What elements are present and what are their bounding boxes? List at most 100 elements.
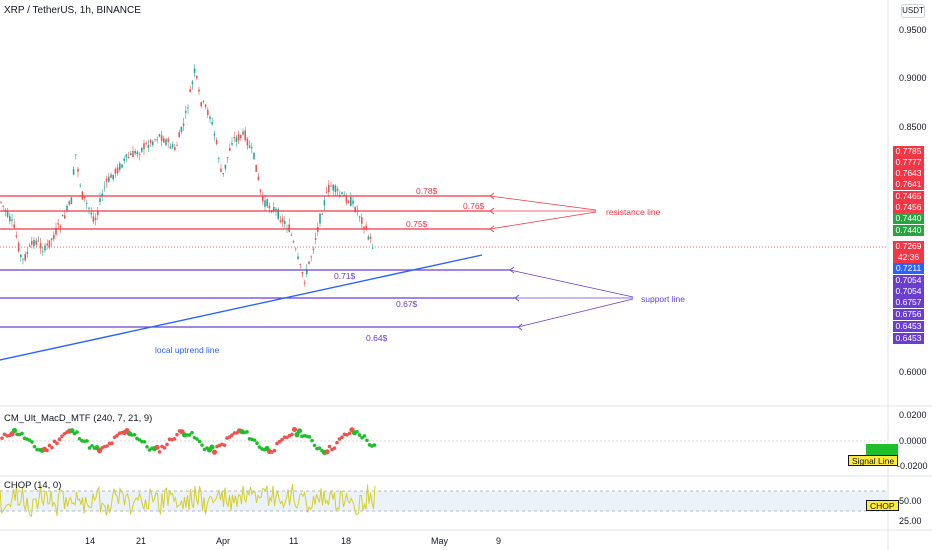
candle-body [273,207,275,211]
candle-body [200,102,202,107]
candle-body [257,176,260,181]
price-tag: 0.7054 [893,286,924,297]
price-tag: 0.7641 [893,179,924,190]
candle-body [33,239,35,247]
candle-body [13,224,15,228]
macd-point [290,432,294,437]
candle-body [251,147,253,149]
macd-point [147,448,152,452]
macd-point [280,437,284,442]
candle-body [141,147,143,152]
resistance-price-label: 0.78$ [416,186,438,196]
candle-body [53,234,55,240]
macd-point [197,439,202,444]
candle-body [112,174,114,180]
candle-body [345,195,348,203]
candle-body [209,116,211,119]
candle-body [279,220,282,223]
candle-body [42,251,44,253]
candle-body [297,256,299,259]
candle-body [365,225,367,229]
support-arrowhead-3 [517,323,523,331]
candle-body [99,198,101,202]
macd-point [187,433,192,437]
candle-body [22,258,24,260]
candle-body [350,197,352,206]
candle-body [92,216,95,222]
candle-body [61,214,64,217]
candle-body [218,157,220,159]
macd-point [75,430,79,434]
symbol-title[interactable]: XRP / TetherUS, 1h, BINANCE [4,5,141,16]
candle-body [314,238,317,240]
candle-body [154,139,156,141]
candle-body [180,126,183,132]
macd-point [365,438,369,443]
macd-point [27,438,32,442]
macd-indicator-label[interactable]: CM_Ult_MacD_MTF (240, 7, 21, 9) [4,413,153,424]
macd-point [257,445,262,449]
candle-body [176,144,178,146]
candle-body [255,164,257,172]
candle-body [101,193,103,197]
support-arrow-1 [509,269,634,298]
candle-body [363,226,365,230]
macd-point [211,449,218,455]
candle-body [26,251,29,254]
macd-point [347,431,352,436]
macd-point [362,434,367,438]
macd-point [110,441,114,446]
macd-point [157,450,162,454]
candle-body [310,256,312,258]
price-tag: 42:36 [893,252,924,263]
candle-body [86,203,88,204]
candle-body [288,224,290,232]
macd-point [324,449,330,455]
price-tag: 0.7440 [893,213,924,224]
macd-point [209,444,215,450]
signal-line-tag: Signal Line [848,455,899,466]
candle-body [17,243,20,252]
candle-body [334,185,337,193]
support-price-label: 0.64$ [366,333,388,343]
macd-point [372,443,377,447]
chop-axis-tick: 25.00 [899,516,922,526]
candle-body [319,213,321,224]
candle-body [367,236,370,240]
price-tag: 0.6453 [893,321,924,332]
candle-body [352,200,354,204]
candle-body [372,247,374,249]
candle-body [125,154,128,158]
candle-body [134,150,136,154]
candle-body [202,100,205,102]
candle-body [275,208,277,211]
candle-body [64,215,66,219]
candle-body [167,138,169,142]
candle-body [266,199,268,207]
candle-body [246,138,249,146]
candle-body [204,104,207,107]
price-tag: 0.6757 [893,297,924,308]
candle-body [215,139,218,144]
macd-point [172,437,177,441]
candle-body [88,207,90,209]
candle-body [165,139,167,145]
macd-point [296,428,303,434]
candle-body [336,188,339,191]
macd-point [312,443,317,448]
candle-body [244,130,246,141]
candle-body [147,144,150,148]
candle-body [37,240,40,242]
macd-point [222,443,227,447]
macd-point [47,443,52,448]
currency-badge[interactable]: USDT [901,4,925,18]
macd-point [310,438,314,443]
macd-point [255,441,259,446]
chop-indicator-label[interactable]: CHOP (14, 0) [4,480,62,491]
support-arrow-3 [517,298,634,328]
candle-body [347,200,350,204]
candle-body [48,240,51,248]
macd-point [360,435,364,440]
candle-body [328,184,330,193]
